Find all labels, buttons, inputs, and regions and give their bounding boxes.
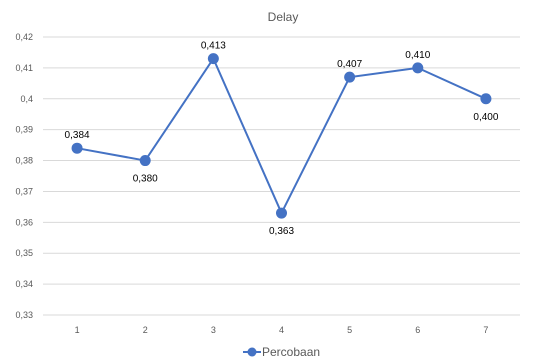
x-tick-label: 4 (279, 325, 284, 335)
x-tick-label: 6 (415, 325, 420, 335)
data-label: 0,410 (405, 50, 430, 61)
x-tick-label: 2 (143, 325, 148, 335)
legend: Percobaan (243, 345, 320, 359)
x-tick-label: 1 (75, 325, 80, 335)
data-label: 0,380 (133, 174, 158, 185)
y-axis-ticks: 0,42 0,41 0,4 0,39 0,38 0,37 0,36 0,35 0,34 0,33 (15, 32, 33, 320)
data-point (480, 93, 492, 105)
y-tick-label: 0,34 (15, 279, 33, 289)
data-label: 0,384 (65, 130, 90, 141)
y-tick-label: 0,39 (15, 125, 33, 135)
grid-lines (43, 36, 520, 316)
data-label: 0,363 (269, 226, 294, 237)
legend-label: Percobaan (262, 345, 320, 359)
y-tick-label: 0,42 (15, 32, 33, 42)
y-tick-label: 0,36 (15, 217, 33, 227)
data-point (412, 62, 424, 74)
x-tick-label: 7 (483, 325, 488, 335)
data-label: 0,407 (337, 59, 362, 70)
data-label: 0,400 (473, 112, 498, 123)
data-point (207, 53, 219, 65)
y-tick-label: 0,38 (15, 156, 33, 166)
chart-title: Delay (268, 10, 299, 24)
y-tick-label: 0,4 (20, 94, 33, 104)
data-point (344, 71, 356, 83)
x-tick-label: 5 (347, 325, 352, 335)
data-point (139, 155, 151, 167)
data-label: 0,413 (201, 41, 226, 52)
y-tick-label: 0,37 (15, 186, 33, 196)
x-tick-label: 3 (211, 325, 216, 335)
data-point (71, 142, 83, 154)
x-axis-ticks: 1 2 3 4 5 6 7 (75, 325, 489, 335)
y-tick-label: 0,33 (15, 310, 33, 320)
data-labels: 0,384 0,380 0,413 0,363 0,407 0,410 0,400 (65, 41, 499, 237)
y-tick-label: 0,41 (15, 63, 33, 73)
y-tick-label: 0,35 (15, 248, 33, 258)
series-line (76, 56, 487, 216)
legend-marker (247, 347, 257, 357)
series-percobaan (71, 53, 492, 219)
data-point (276, 207, 287, 219)
